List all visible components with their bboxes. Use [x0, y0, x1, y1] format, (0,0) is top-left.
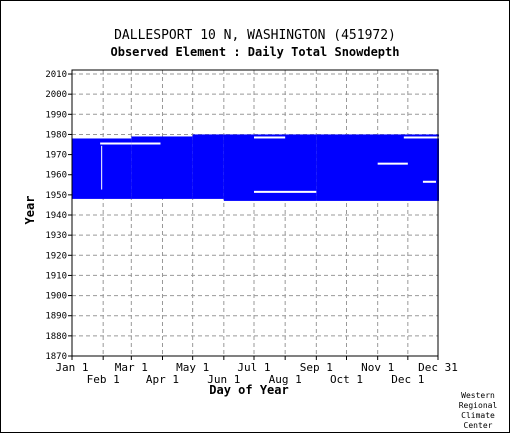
y-tick-label: 1980 [45, 130, 67, 140]
observed-blocks [72, 134, 440, 201]
x-tick-label: Apr 1 [146, 373, 179, 386]
data-gap [253, 136, 286, 139]
credit-line: Western [461, 391, 495, 400]
chart-subtitle: Observed Element : Daily Total Snowdepth [111, 45, 400, 59]
y-axis-label: Year [23, 196, 37, 225]
x-tick-label: Mar 1 [115, 361, 148, 374]
x-tick-label: Sep 1 [300, 361, 333, 374]
y-tick-label: 2000 [45, 90, 67, 100]
x-axis-label: Day of Year [209, 383, 288, 397]
plot-background [72, 70, 438, 356]
data-gap [422, 180, 436, 183]
credit-line: Climate [461, 411, 495, 420]
plot-area [72, 70, 438, 356]
y-tick-label: 1950 [45, 191, 67, 201]
y-tick-label: 1930 [45, 231, 67, 241]
x-tick-label: Jan 1 [55, 361, 88, 374]
x-tick-label: Feb 1 [87, 373, 120, 386]
y-tick-labels: 2010 2000 1990 1980 1970 1960 1950 1940 1930 1920… [45, 70, 67, 362]
data-gaps [100, 136, 440, 193]
y-tick-label: 1880 [45, 332, 67, 342]
credit-line: Center [464, 421, 493, 430]
credit-line: Regional [459, 401, 498, 410]
observed-block [192, 134, 224, 199]
observed-block [223, 134, 317, 201]
y-tick-label: 1870 [45, 352, 67, 362]
data-gap [253, 190, 317, 193]
y-tick-label: 2010 [45, 70, 67, 80]
x-tick-label: Dec 1 [391, 373, 424, 386]
y-tick-label: 1890 [45, 312, 67, 322]
data-gap [377, 162, 408, 165]
data-gap [100, 142, 132, 145]
data-gap [131, 142, 161, 145]
y-tick-label: 1900 [45, 292, 67, 302]
x-tick-label: Dec 31 [418, 361, 458, 374]
x-tick-label: Jun 1 [207, 373, 240, 386]
x-tick-label: Oct 1 [330, 373, 363, 386]
x-tick-label: Nov 1 [361, 361, 394, 374]
y-tick-label: 1990 [45, 110, 67, 120]
y-tick-label: 1960 [45, 171, 67, 181]
data-gap [403, 136, 440, 139]
x-tick-label: Jul 1 [237, 361, 270, 374]
plot-border [71, 69, 439, 357]
y-tick-label: 1920 [45, 251, 67, 261]
data-gap [101, 145, 103, 190]
x-tick-label: May 1 [176, 361, 209, 374]
axes [68, 69, 439, 360]
observed-block [316, 134, 440, 201]
x-tick-labels: Jan 1 Mar 1 May 1 Jul 1 Sep 1 Nov 1 Dec 31 Feb … [55, 361, 457, 386]
observed-block [131, 136, 193, 199]
y-tick-label: 1940 [45, 211, 67, 221]
y-tick-label: 1970 [45, 151, 67, 161]
x-tick-label: Aug 1 [269, 373, 302, 386]
chart-title: DALLESPORT 10 N, WASHINGTON (451972) [114, 28, 396, 43]
y-tick-label: 1910 [45, 271, 67, 281]
